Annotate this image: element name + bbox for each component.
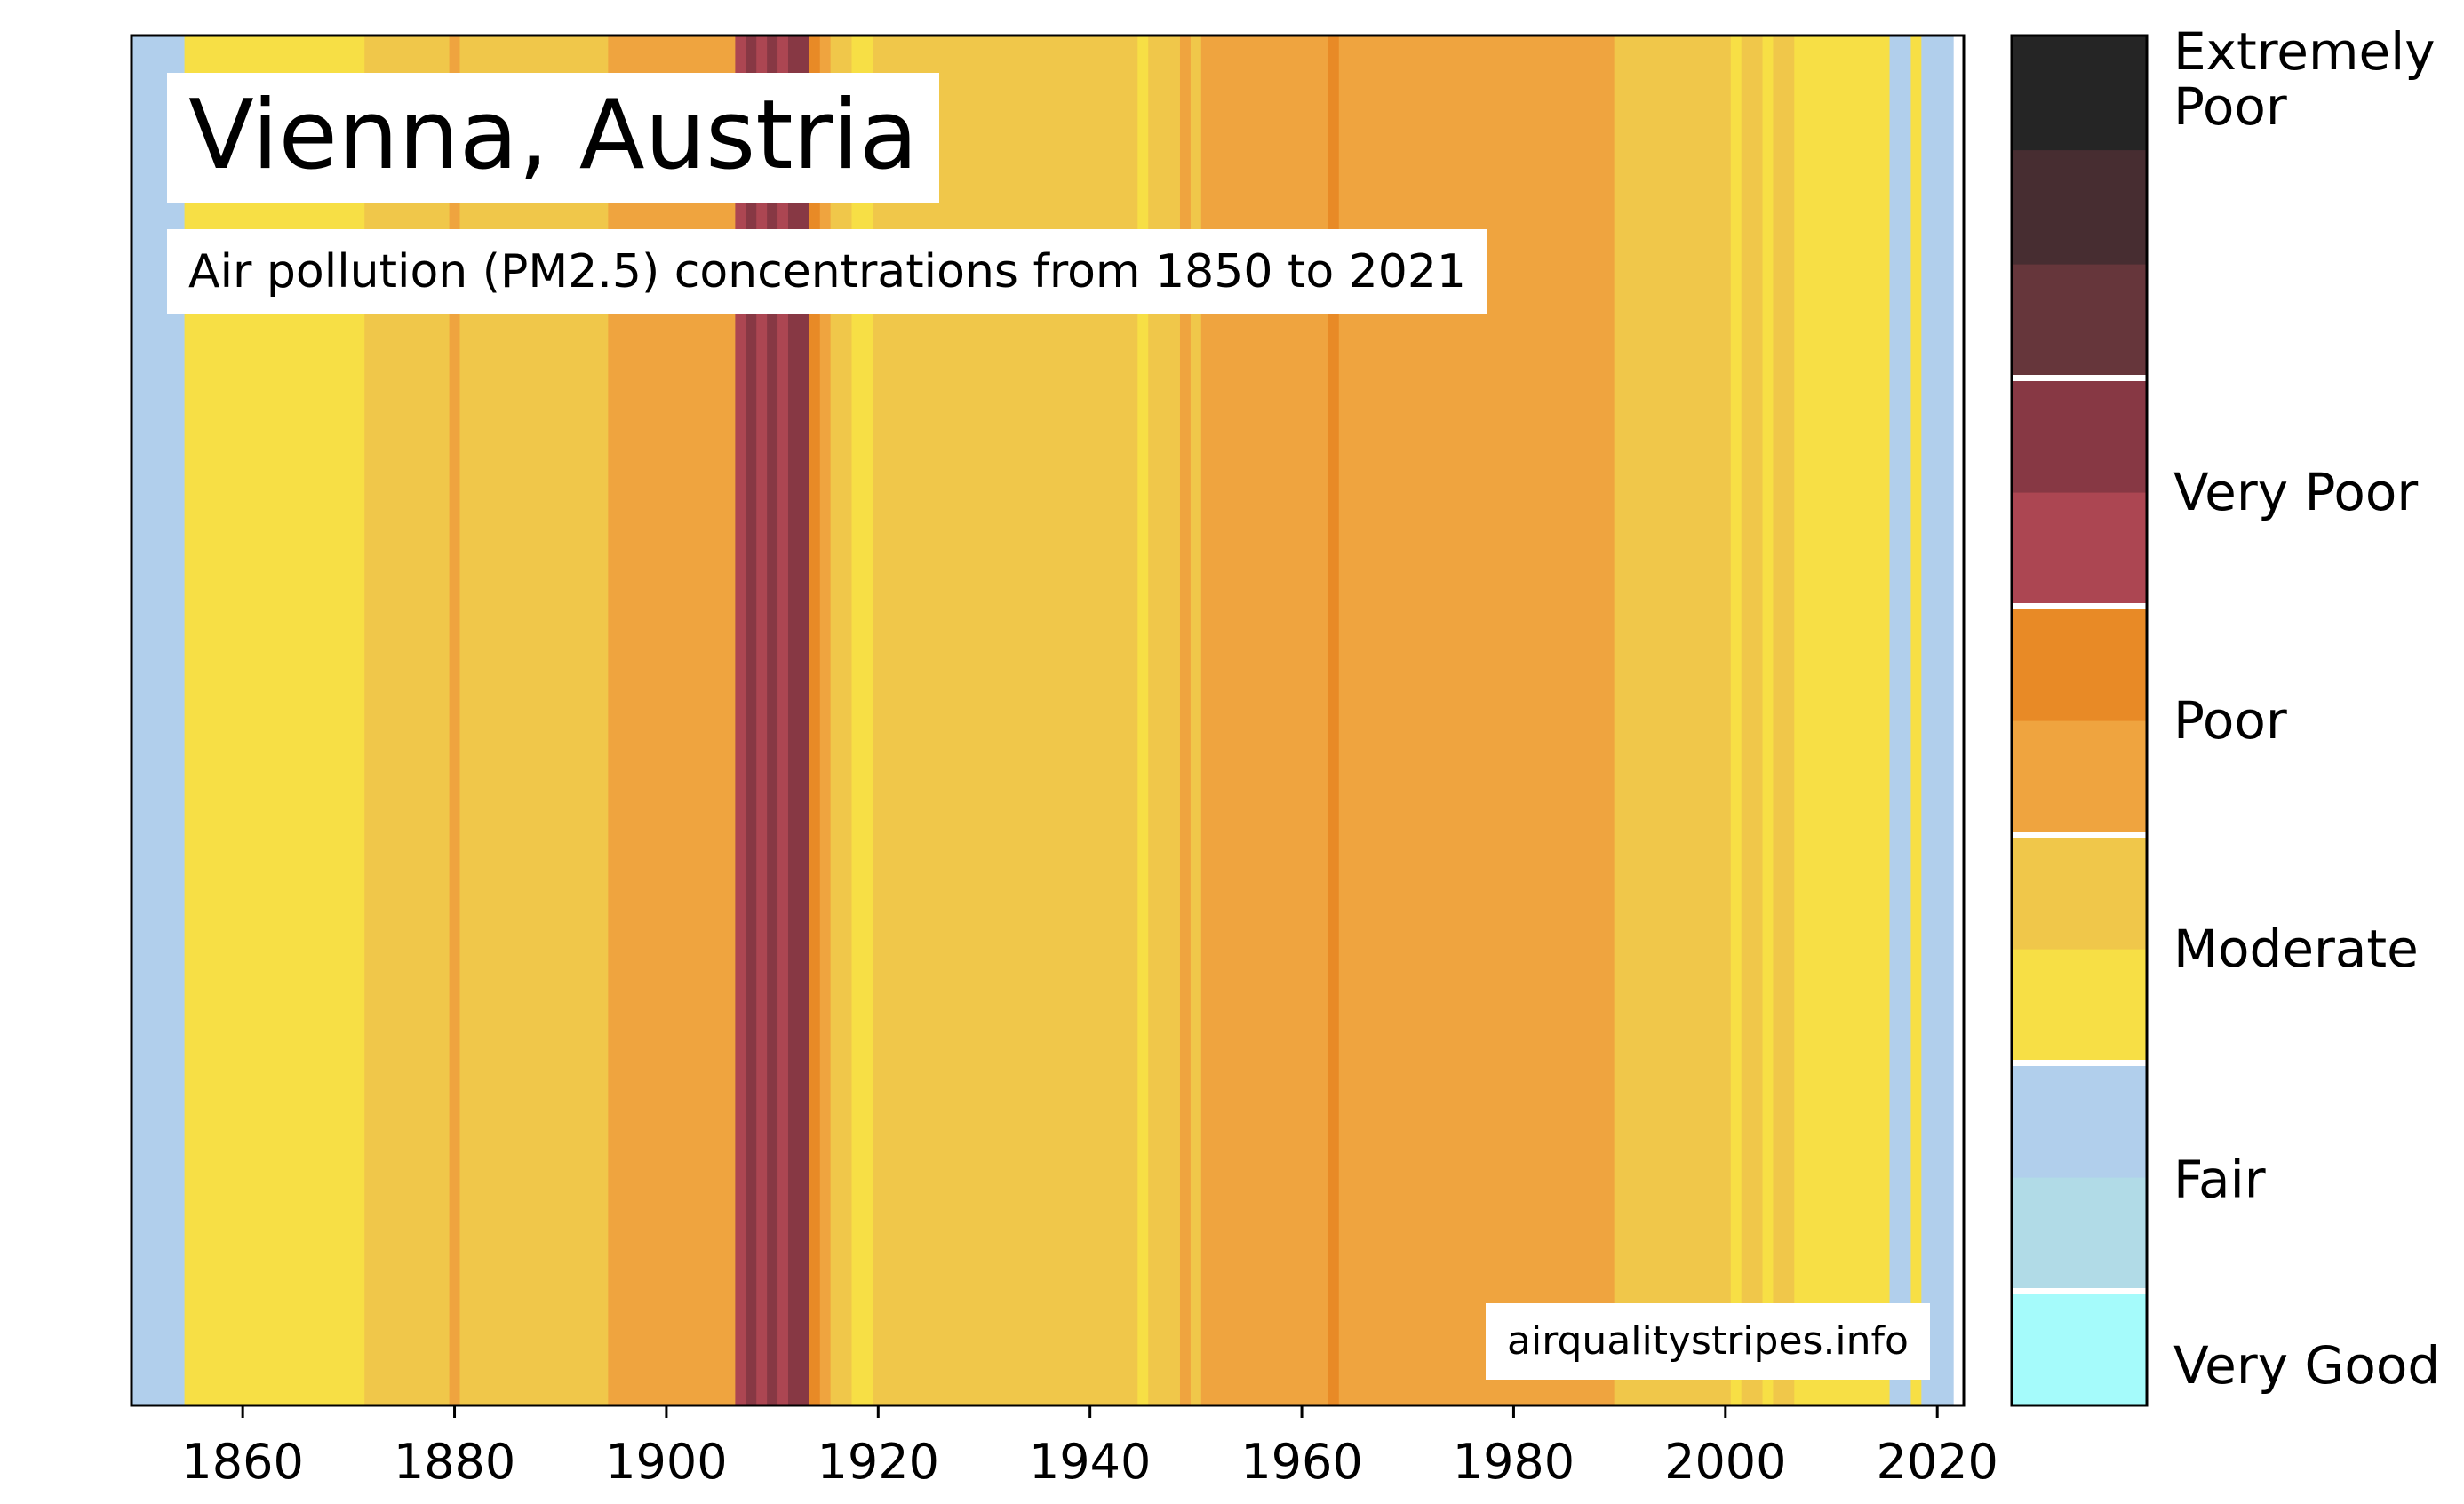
legend-label-fair: Fair bbox=[2173, 1150, 2266, 1210]
legend-label-very-good: Very Good bbox=[2173, 1335, 2440, 1396]
x-tick-label-1900: 1900 bbox=[605, 1434, 727, 1490]
legend-label-extremely-poor: Extremely Poor bbox=[2173, 21, 2436, 137]
stripe-2019-2021 bbox=[1921, 36, 1954, 1405]
colorbar-segment-6 bbox=[2012, 606, 2147, 721]
chart-subtitle: Air pollution (PM2.5) concentrations fro… bbox=[167, 229, 1487, 314]
stripe-1908-1908 bbox=[746, 36, 757, 1405]
stripe-2007-2015 bbox=[1794, 36, 1891, 1405]
stripe-1911-1911 bbox=[777, 36, 789, 1405]
stripe-1950-1950 bbox=[1190, 36, 1202, 1405]
x-tick-label-2000: 2000 bbox=[1664, 1434, 1786, 1490]
colorbar-segment-1 bbox=[2012, 1177, 2147, 1293]
stripe-1949-1949 bbox=[1179, 36, 1192, 1405]
x-tick-label-2020: 2020 bbox=[1876, 1434, 1998, 1490]
x-tick-label-1980: 1980 bbox=[1453, 1434, 1575, 1490]
x-tick-label-1880: 1880 bbox=[394, 1434, 515, 1490]
colorbar-segment-10 bbox=[2012, 149, 2147, 265]
stripe-2002-2003 bbox=[1741, 36, 1764, 1405]
colorbar-border bbox=[2010, 34, 2149, 1407]
source-label: airqualitystripes.info bbox=[1486, 1303, 1930, 1380]
colorbar-segment-4 bbox=[2012, 834, 2147, 950]
colorbar-segment-3 bbox=[2012, 949, 2147, 1064]
x-tick-label-1940: 1940 bbox=[1029, 1434, 1151, 1490]
chart-title: Vienna, Austria bbox=[167, 73, 940, 203]
legend-label-moderate: Moderate bbox=[2173, 919, 2419, 979]
stripe-2001-2001 bbox=[1730, 36, 1742, 1405]
colorbar-segment-0 bbox=[2012, 1291, 2147, 1406]
x-axis: 1860 1880 1900 1920 1940 1960 1980 2000 2020 bbox=[181, 1405, 1998, 1490]
stripe-1910-1910 bbox=[767, 36, 778, 1405]
stripe-1915-1915 bbox=[819, 36, 832, 1405]
stripe-1990-2000 bbox=[1614, 36, 1732, 1405]
plot-frame bbox=[130, 34, 1966, 1407]
colorbar-segment-5 bbox=[2012, 720, 2147, 836]
plot-border bbox=[130, 34, 1966, 1407]
colorbar-segment-11 bbox=[2012, 36, 2147, 151]
legend-label-very-poor: Very Poor bbox=[2173, 462, 2418, 522]
legend-label-poor: Poor bbox=[2173, 690, 2287, 751]
stripe-2018-2018 bbox=[1910, 36, 1922, 1405]
stripe-1880-1880 bbox=[449, 36, 461, 1405]
stripe-2016-2017 bbox=[1889, 36, 1912, 1405]
colorbar-legend: Very Good Fair Moderate Poor Very Poor Extrem… bbox=[2010, 21, 2440, 1407]
colorbar-segment-9 bbox=[2012, 264, 2147, 379]
stripe-1914-1914 bbox=[809, 36, 821, 1405]
stripe-1907-1907 bbox=[735, 36, 746, 1405]
stripe-1963-1963 bbox=[1328, 36, 1340, 1405]
colorbar-segment-7 bbox=[2012, 492, 2147, 608]
x-tick-label-1860: 1860 bbox=[181, 1434, 303, 1490]
colorbar-segment-8 bbox=[2012, 378, 2147, 493]
x-tick-label-1920: 1920 bbox=[817, 1434, 939, 1490]
stripe-1909-1909 bbox=[756, 36, 768, 1405]
stripe-2005-2006 bbox=[1773, 36, 1795, 1405]
x-tick-label-1960: 1960 bbox=[1240, 1434, 1362, 1490]
stripe-1945-1945 bbox=[1137, 36, 1149, 1405]
colorbar-segment-2 bbox=[2012, 1062, 2147, 1178]
stripe-2004-2004 bbox=[1762, 36, 1774, 1405]
